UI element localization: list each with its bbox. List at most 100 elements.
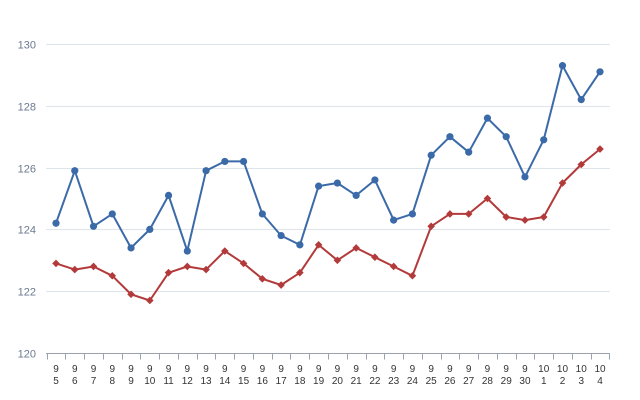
x-tick-label: 10 4 [594, 364, 606, 387]
series-2-point [502, 213, 511, 221]
series-2-point [183, 262, 192, 271]
series-1-point [315, 182, 323, 190]
series-1-point [502, 133, 510, 141]
series-2-point [202, 265, 210, 274]
series-1-point [71, 167, 79, 175]
series-1-point [258, 210, 266, 218]
series-1-point [164, 191, 173, 200]
y-tick-label: 130 [18, 40, 36, 52]
x-tick-label: 9 14 [219, 364, 231, 387]
x-axis: 9 5 9 6 9 7 9 8 9 9 9 10 9 11 9 12 9 13 9 14 9 15 9 16 9 17 9 18 9 19… [46, 353, 610, 387]
series-2-point [314, 241, 323, 249]
series-1-point [277, 231, 285, 240]
x-tick-label: 9 25 [426, 364, 438, 387]
x-tick-label: 9 24 [407, 364, 419, 387]
series-2-point [539, 213, 548, 221]
series-1-point [596, 68, 604, 76]
series-1-point [183, 247, 191, 255]
x-tick-label: 9 20 [332, 364, 344, 387]
series-2-point [145, 296, 154, 305]
series-2-point [408, 271, 417, 280]
series-1-point [333, 179, 341, 187]
x-tick-label: 9 29 [501, 364, 513, 387]
series-2-point [464, 210, 473, 218]
series-1-point [408, 210, 417, 218]
series-2-point [352, 244, 360, 252]
series-2-point [521, 216, 529, 224]
series-2-point [389, 262, 398, 271]
x-tick-label: 9 15 [238, 364, 250, 387]
x-tick-label: 9 28 [482, 364, 494, 387]
x-tick-label: 9 19 [313, 364, 325, 387]
series-1-point [127, 244, 135, 252]
x-tick-label: 9 11 [163, 364, 174, 387]
x-tick-label: 9 13 [201, 364, 213, 387]
x-tick-label: 9 30 [519, 364, 531, 387]
series-1-point [390, 216, 398, 224]
series-2-point [577, 160, 586, 169]
x-tick-label: 9 16 [257, 364, 269, 387]
series-2-line [55, 148, 601, 302]
x-tick-label: 9 17 [276, 364, 288, 387]
series-markers [52, 62, 604, 305]
x-tick-label: 9 12 [182, 364, 194, 387]
y-tick-label: 128 [18, 102, 36, 114]
series-1-point [296, 241, 304, 249]
series-lines [55, 64, 601, 302]
series-2-point [52, 259, 60, 268]
x-tick-label: 9 27 [463, 364, 475, 387]
series-2-point [446, 210, 454, 218]
series-1-point [202, 167, 210, 175]
series-1-point [540, 136, 548, 144]
series-1-point [352, 191, 360, 200]
series-2-point [164, 268, 173, 277]
y-tick-label: 120 [18, 349, 36, 361]
y-tick-label: 122 [18, 287, 36, 299]
x-tick-label: 9 18 [294, 364, 306, 387]
y-axis-ticks: 120 122 124 126 128 130 [18, 40, 36, 361]
series-1-point [108, 210, 116, 218]
series-2-point [127, 290, 135, 299]
x-tick-label: 10 3 [576, 364, 588, 387]
series-2-point [89, 262, 98, 271]
series-1-point [371, 176, 379, 184]
x-tick-label: 9 21 [351, 364, 363, 387]
series-2-point [296, 268, 304, 277]
series-2-point [258, 275, 267, 283]
series-2-point [558, 179, 567, 187]
series-1-point [577, 96, 585, 104]
x-tick-label: 10 2 [557, 364, 569, 387]
series-1-point [221, 157, 229, 166]
series-1-line [55, 64, 601, 252]
x-tick-label: 9 22 [369, 364, 381, 387]
series-2-point [221, 247, 229, 255]
series-1-point [146, 225, 154, 233]
x-tick-label: 9 26 [444, 364, 456, 387]
series-2-point [239, 259, 248, 268]
series-1-point [52, 219, 60, 227]
series-1-point [558, 62, 567, 70]
series-2-point [277, 281, 285, 289]
series-1-point [446, 133, 454, 141]
x-tick-label: 9 10 [144, 364, 156, 387]
series-2-point [108, 271, 117, 280]
series-2-point [596, 145, 604, 153]
series-1-point [427, 151, 435, 159]
series-1-point [521, 173, 529, 181]
y-tick-label: 124 [18, 225, 36, 237]
series-1-point [89, 222, 98, 230]
grid-lines [46, 44, 610, 354]
series-1-point [239, 157, 248, 166]
series-2-point [483, 194, 492, 203]
x-tick-label: 10 1 [538, 364, 550, 387]
series-2-point [333, 256, 342, 265]
x-tick-label: 9 23 [388, 364, 400, 387]
series-2-point [427, 222, 435, 231]
